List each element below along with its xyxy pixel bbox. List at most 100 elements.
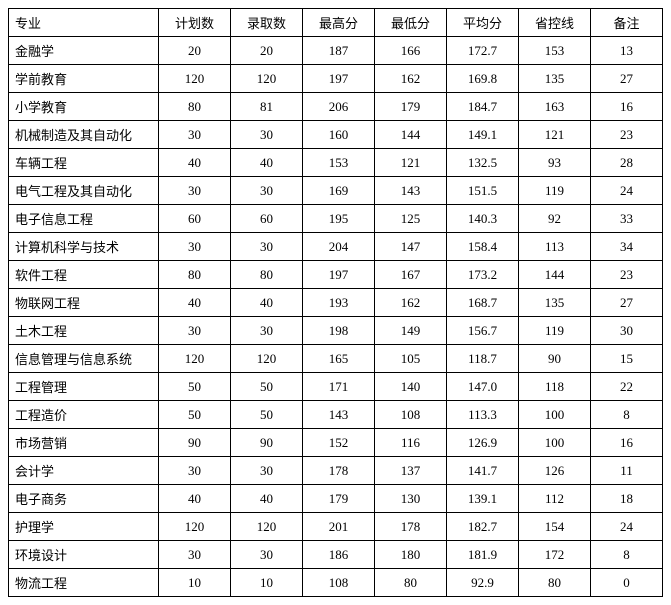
value-cell: 90 [519, 345, 591, 373]
value-cell: 28 [591, 149, 663, 177]
value-cell: 34 [591, 233, 663, 261]
major-cell: 护理学 [9, 513, 159, 541]
table-body: 金融学2020187166172.715313学前教育1201201971621… [9, 37, 663, 597]
value-cell: 81 [231, 93, 303, 121]
major-cell: 计算机科学与技术 [9, 233, 159, 261]
value-cell: 120 [159, 513, 231, 541]
value-cell: 8 [591, 541, 663, 569]
header-cell-1: 计划数 [159, 9, 231, 37]
value-cell: 118 [519, 373, 591, 401]
major-cell: 机械制造及其自动化 [9, 121, 159, 149]
value-cell: 126 [519, 457, 591, 485]
value-cell: 30 [231, 457, 303, 485]
value-cell: 186 [303, 541, 375, 569]
value-cell: 141.7 [447, 457, 519, 485]
value-cell: 80 [519, 569, 591, 597]
table-row: 工程管理5050171140147.011822 [9, 373, 663, 401]
value-cell: 153 [303, 149, 375, 177]
value-cell: 22 [591, 373, 663, 401]
value-cell: 172 [519, 541, 591, 569]
major-cell: 工程管理 [9, 373, 159, 401]
value-cell: 184.7 [447, 93, 519, 121]
table-row: 会计学3030178137141.712611 [9, 457, 663, 485]
value-cell: 121 [375, 149, 447, 177]
value-cell: 179 [303, 485, 375, 513]
value-cell: 197 [303, 65, 375, 93]
table-row: 护理学120120201178182.715424 [9, 513, 663, 541]
value-cell: 162 [375, 65, 447, 93]
table-row: 机械制造及其自动化3030160144149.112123 [9, 121, 663, 149]
table-row: 车辆工程4040153121132.59328 [9, 149, 663, 177]
value-cell: 140 [375, 373, 447, 401]
value-cell: 113.3 [447, 401, 519, 429]
value-cell: 147.0 [447, 373, 519, 401]
value-cell: 120 [159, 65, 231, 93]
value-cell: 152 [303, 429, 375, 457]
value-cell: 158.4 [447, 233, 519, 261]
value-cell: 30 [159, 317, 231, 345]
value-cell: 126.9 [447, 429, 519, 457]
table-row: 电子信息工程6060195125140.39233 [9, 205, 663, 233]
major-cell: 学前教育 [9, 65, 159, 93]
header-cell-6: 省控线 [519, 9, 591, 37]
value-cell: 151.5 [447, 177, 519, 205]
value-cell: 11 [591, 457, 663, 485]
major-cell: 物联网工程 [9, 289, 159, 317]
value-cell: 167 [375, 261, 447, 289]
value-cell: 112 [519, 485, 591, 513]
major-cell: 工程造价 [9, 401, 159, 429]
value-cell: 178 [303, 457, 375, 485]
value-cell: 182.7 [447, 513, 519, 541]
value-cell: 181.9 [447, 541, 519, 569]
table-row: 电气工程及其自动化3030169143151.511924 [9, 177, 663, 205]
value-cell: 121 [519, 121, 591, 149]
value-cell: 143 [303, 401, 375, 429]
value-cell: 162 [375, 289, 447, 317]
value-cell: 8 [591, 401, 663, 429]
value-cell: 13 [591, 37, 663, 65]
value-cell: 178 [375, 513, 447, 541]
value-cell: 135 [519, 289, 591, 317]
value-cell: 100 [519, 401, 591, 429]
value-cell: 180 [375, 541, 447, 569]
value-cell: 105 [375, 345, 447, 373]
value-cell: 132.5 [447, 149, 519, 177]
header-row: 专业计划数录取数最高分最低分平均分省控线备注 [9, 9, 663, 37]
value-cell: 30 [159, 233, 231, 261]
value-cell: 0 [591, 569, 663, 597]
major-cell: 市场营销 [9, 429, 159, 457]
value-cell: 90 [159, 429, 231, 457]
value-cell: 201 [303, 513, 375, 541]
value-cell: 24 [591, 513, 663, 541]
value-cell: 195 [303, 205, 375, 233]
value-cell: 116 [375, 429, 447, 457]
major-cell: 小学教育 [9, 93, 159, 121]
value-cell: 120 [159, 345, 231, 373]
value-cell: 20 [231, 37, 303, 65]
value-cell: 187 [303, 37, 375, 65]
value-cell: 30 [231, 233, 303, 261]
value-cell: 130 [375, 485, 447, 513]
table-row: 土木工程3030198149156.711930 [9, 317, 663, 345]
value-cell: 90 [231, 429, 303, 457]
value-cell: 30 [231, 541, 303, 569]
table-row: 电子商务4040179130139.111218 [9, 485, 663, 513]
value-cell: 144 [375, 121, 447, 149]
header-cell-5: 平均分 [447, 9, 519, 37]
value-cell: 16 [591, 93, 663, 121]
value-cell: 60 [159, 205, 231, 233]
value-cell: 27 [591, 65, 663, 93]
value-cell: 193 [303, 289, 375, 317]
value-cell: 108 [303, 569, 375, 597]
table-header: 专业计划数录取数最高分最低分平均分省控线备注 [9, 9, 663, 37]
value-cell: 137 [375, 457, 447, 485]
value-cell: 179 [375, 93, 447, 121]
value-cell: 147 [375, 233, 447, 261]
major-cell: 金融学 [9, 37, 159, 65]
value-cell: 30 [159, 177, 231, 205]
value-cell: 24 [591, 177, 663, 205]
value-cell: 143 [375, 177, 447, 205]
table-row: 市场营销9090152116126.910016 [9, 429, 663, 457]
header-cell-2: 录取数 [231, 9, 303, 37]
value-cell: 27 [591, 289, 663, 317]
